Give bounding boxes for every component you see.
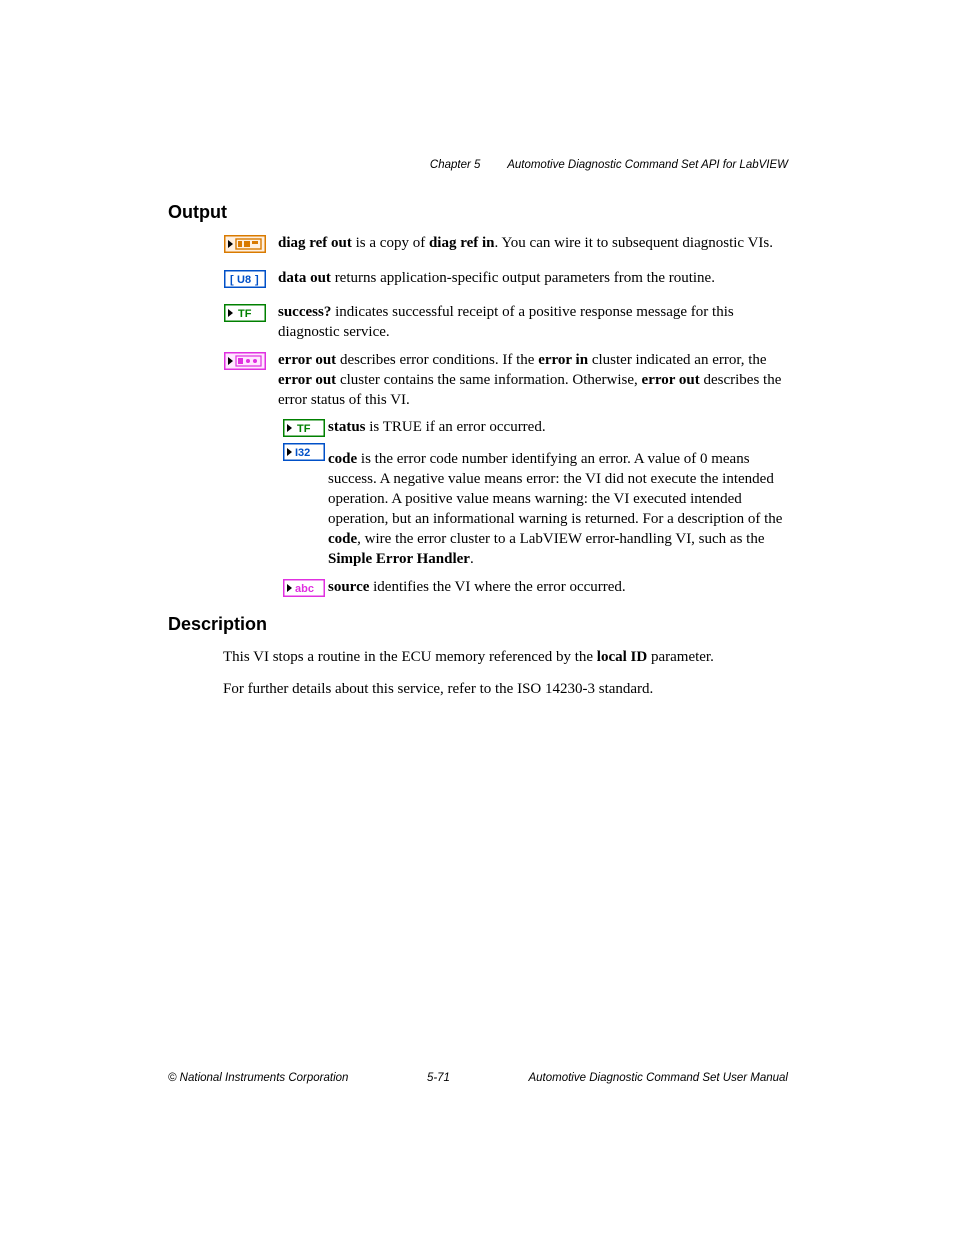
u8-array-icon: [ U8 ] — [223, 269, 267, 289]
running-header: Chapter 5 Automotive Diagnostic Command … — [430, 158, 788, 174]
param-row-diag-ref-out: diag ref out is a copy of diag ref in. Y… — [168, 234, 790, 260]
svg-text:TF: TF — [238, 308, 252, 320]
svg-text:[: [ — [230, 274, 234, 286]
svg-text:U8: U8 — [237, 274, 251, 286]
boolean-tf-icon: TF — [223, 303, 267, 323]
param-text-error-out: error out describes error conditions. If… — [278, 351, 790, 411]
content: Output diag ref out is a copy of diag re… — [168, 200, 790, 711]
footer-center: 5-71 — [427, 1071, 450, 1087]
svg-text:]: ] — [255, 274, 259, 286]
svg-text:I32: I32 — [295, 447, 310, 459]
output-heading: Output — [168, 200, 790, 224]
param-row-status: TF I32 status is TRUE if an error occurr… — [168, 418, 790, 570]
param-row-data-out: [ U8 ] data out returns application-spec… — [168, 269, 790, 295]
param-row-error-out: error out describes error conditions. If… — [168, 351, 790, 411]
header-chapter: Chapter 5 — [430, 159, 481, 171]
string-abc-icon: abc — [282, 578, 326, 598]
param-text-status-code: status is TRUE if an error occurred. cod… — [328, 418, 790, 570]
page: Chapter 5 Automotive Diagnostic Command … — [0, 0, 954, 1235]
boolean-tf-icon: TF — [282, 418, 328, 438]
description-body: This VI stops a routine in the ECU memor… — [223, 647, 790, 700]
i32-icon: I32 — [282, 442, 328, 462]
footer-left: © National Instruments Corporation — [168, 1071, 348, 1087]
param-row-success: TF success? indicates successful receipt… — [168, 303, 790, 343]
cluster-out-icon — [223, 234, 267, 254]
param-row-source: abc source identifies the VI where the e… — [168, 578, 790, 604]
param-text-source: source identifies the VI where the error… — [328, 578, 790, 598]
param-text-success: success? indicates successful receipt of… — [278, 303, 790, 343]
footer-right: Automotive Diagnostic Command Set User M… — [528, 1071, 788, 1087]
param-text-data-out: data out returns application-specific ou… — [278, 269, 790, 289]
header-title: Automotive Diagnostic Command Set API fo… — [507, 159, 788, 171]
page-footer: © National Instruments Corporation 5-71 … — [168, 1071, 788, 1087]
param-text-diag-ref-out: diag ref out is a copy of diag ref in. Y… — [278, 234, 790, 254]
error-cluster-icon — [223, 351, 267, 371]
svg-text:abc: abc — [295, 583, 314, 595]
description-heading: Description — [168, 612, 790, 636]
svg-text:TF: TF — [297, 423, 311, 435]
